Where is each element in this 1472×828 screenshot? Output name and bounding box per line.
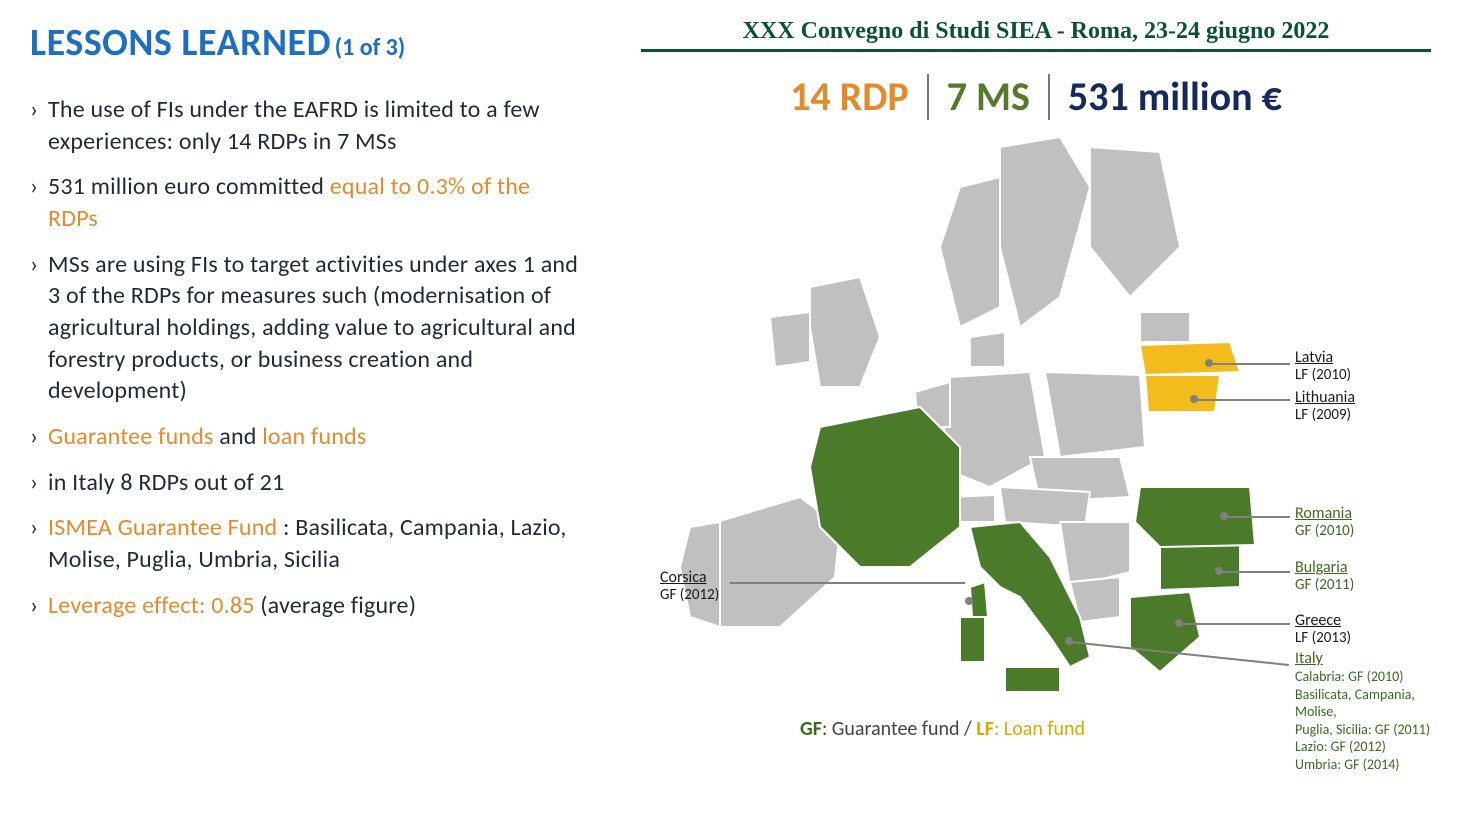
lead-dot [965,597,973,605]
list-item: MSs are using FIs to target activities u… [30,249,580,407]
lead-line [730,582,965,584]
stat-eur: 531 million € [1068,72,1282,121]
label-romania: Romania GF (2010) [1295,505,1354,541]
italy-detail: Calabria: GF (2010)Basilicata, Campania,… [1295,668,1452,773]
label-bulgaria: Bulgaria GF (2011) [1295,559,1354,595]
lead-line [1220,571,1290,573]
slide-title: LESSONS LEARNED (1 of 3) [30,20,580,66]
map-greece [1130,592,1200,672]
map-sardinia [960,617,985,662]
list-item: in Italy 8 RDPs out of 21 [30,467,580,499]
divider [1048,74,1050,120]
list-item: 531 million euro committed equal to 0.3%… [30,171,580,234]
lead-line [1195,399,1290,401]
europe-map: Corsica GF (2012) Latvia LF (2010) Lithu… [620,127,1452,747]
lead-line [1180,623,1290,625]
list-item: ISMEA Guarantee Fund : Basilicata, Campa… [30,512,580,575]
label-lithuania: Lithuania LF (2009) [1295,389,1355,425]
label-latvia: Latvia LF (2010) [1295,349,1351,385]
lead-line [1210,363,1290,365]
lead-line [1225,516,1290,518]
divider [927,74,929,120]
stat-ms: 7 MS [947,72,1030,121]
map-lithuania [1145,375,1220,412]
label-corsica: Corsica GF (2012) [660,569,719,605]
map-legend: GF: Guarantee fund / LF: Loan fund [800,717,1085,741]
map-svg [660,127,1360,747]
map-bulgaria [1160,545,1240,590]
list-item: The use of FIs under the EAFRD is limite… [30,94,580,157]
title-main: LESSONS LEARNED [30,20,331,66]
map-latvia [1140,342,1240,375]
bullet-list: The use of FIs under the EAFRD is limite… [30,94,580,621]
conference-header: XXX Convegno di Studi SIEA - Roma, 23-24… [641,18,1431,52]
list-item: Leverage effect: 0.85 (average figure) [30,590,580,622]
title-sub: (1 of 3) [335,33,406,62]
stats-row: 14 RDP 7 MS 531 million € [620,72,1452,121]
label-greece: Greece LF (2013) [1295,612,1351,648]
label-italy: Italy Calabria: GF (2010)Basilicata, Cam… [1295,650,1452,773]
map-sicily [1005,667,1060,692]
list-item: Guarantee funds and loan funds [30,421,580,453]
stat-rdp: 14 RDP [790,72,909,121]
